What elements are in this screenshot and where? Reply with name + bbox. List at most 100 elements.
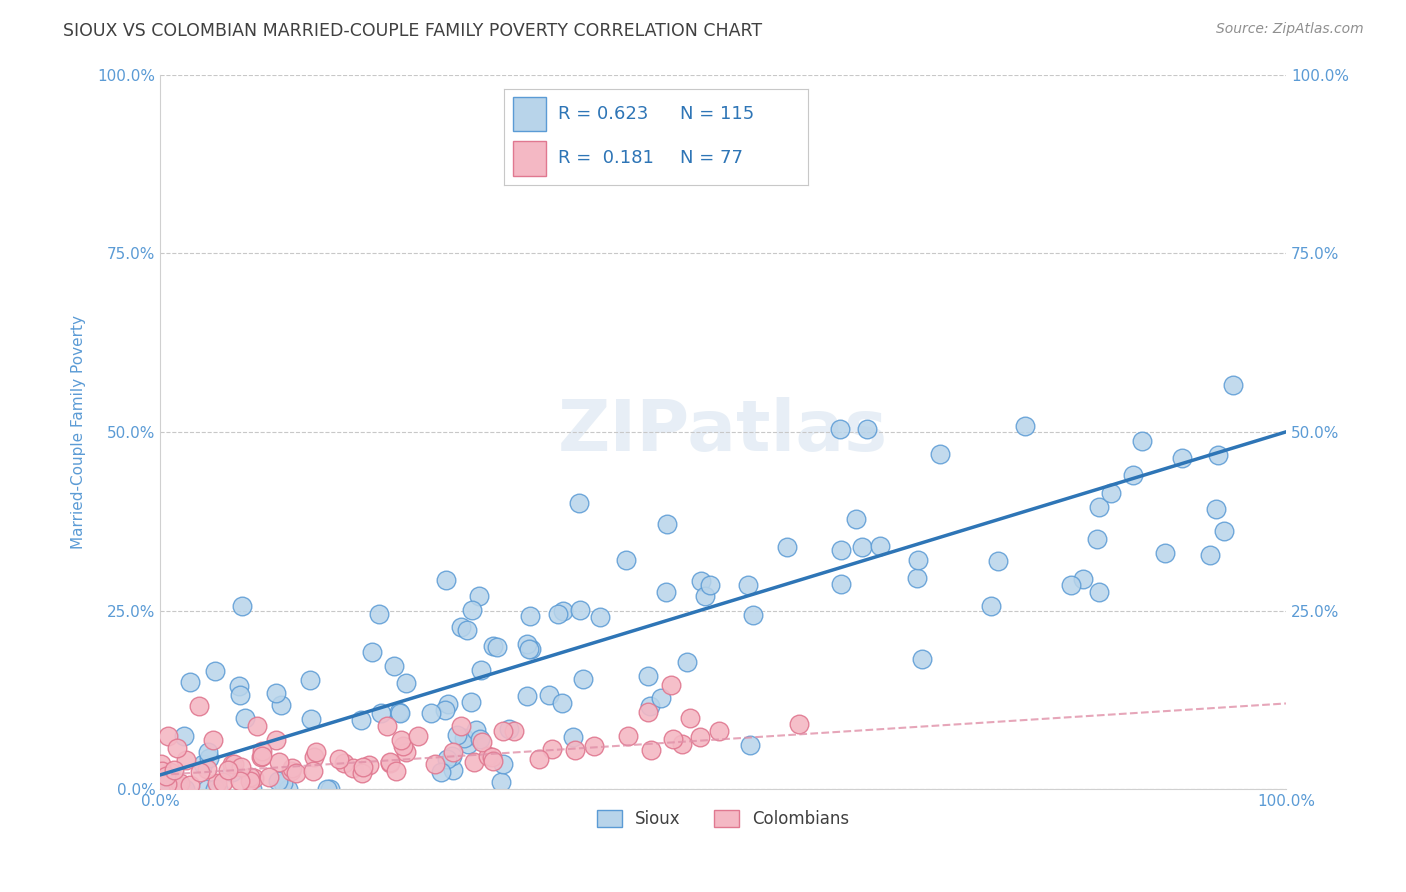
Point bbox=[637, 669, 659, 683]
Point bbox=[249, 749, 271, 764]
Point bbox=[302, 764, 325, 778]
Point bbox=[437, 697, 460, 711]
Point bbox=[693, 589, 716, 603]
Point bbox=[519, 609, 541, 624]
Point bbox=[299, 673, 322, 687]
Point bbox=[465, 723, 488, 738]
Point bbox=[830, 542, 852, 557]
Point bbox=[1014, 419, 1036, 434]
Point bbox=[425, 756, 447, 771]
Point bbox=[342, 761, 364, 775]
Point bbox=[169, 775, 191, 789]
Point bbox=[616, 729, 638, 743]
Point bbox=[662, 732, 685, 747]
Point bbox=[305, 745, 328, 759]
Point bbox=[460, 696, 482, 710]
Point bbox=[689, 730, 711, 744]
Point bbox=[468, 732, 491, 747]
Point bbox=[388, 706, 411, 721]
Point bbox=[690, 574, 713, 588]
Point bbox=[461, 603, 484, 617]
Point bbox=[856, 422, 879, 436]
Point bbox=[568, 496, 591, 510]
Point bbox=[257, 770, 280, 784]
Point bbox=[280, 762, 302, 776]
Point bbox=[869, 539, 891, 553]
Point bbox=[328, 752, 350, 766]
Point bbox=[434, 573, 457, 587]
Point bbox=[389, 733, 412, 747]
Point bbox=[441, 749, 464, 764]
Point bbox=[1206, 448, 1229, 462]
Point bbox=[640, 743, 662, 757]
Point bbox=[541, 742, 564, 756]
Point bbox=[433, 703, 456, 717]
Point bbox=[299, 712, 322, 726]
Point bbox=[463, 755, 485, 769]
Point bbox=[333, 756, 356, 770]
Point bbox=[173, 729, 195, 743]
Point bbox=[197, 746, 219, 760]
Point bbox=[470, 664, 492, 678]
Point bbox=[614, 553, 637, 567]
Text: ZIPatlas: ZIPatlas bbox=[558, 397, 889, 467]
Point bbox=[1085, 532, 1108, 546]
Point bbox=[395, 675, 418, 690]
Legend: Sioux, Colombians: Sioux, Colombians bbox=[591, 803, 856, 835]
Point bbox=[166, 740, 188, 755]
Point bbox=[1099, 485, 1122, 500]
Point bbox=[395, 745, 418, 759]
Point bbox=[231, 599, 253, 614]
Point bbox=[845, 512, 868, 526]
Point bbox=[738, 738, 761, 752]
Point bbox=[273, 776, 295, 790]
Point bbox=[157, 730, 180, 744]
Point bbox=[481, 639, 503, 653]
Point bbox=[240, 782, 263, 797]
Point bbox=[907, 552, 929, 566]
Point bbox=[568, 603, 591, 617]
Point bbox=[316, 782, 339, 797]
Point bbox=[1154, 546, 1177, 560]
Point bbox=[1130, 434, 1153, 448]
Point bbox=[564, 743, 586, 757]
Point bbox=[503, 723, 526, 738]
Point bbox=[516, 636, 538, 650]
Point bbox=[217, 763, 239, 777]
Point bbox=[707, 724, 730, 739]
Point bbox=[350, 714, 373, 728]
Point bbox=[516, 690, 538, 704]
Point bbox=[163, 763, 186, 777]
Point bbox=[150, 756, 173, 771]
Point bbox=[471, 735, 494, 749]
Point bbox=[205, 776, 228, 790]
Point bbox=[239, 774, 262, 789]
Point bbox=[419, 706, 441, 720]
Point bbox=[392, 739, 415, 754]
Point bbox=[443, 745, 465, 759]
Point bbox=[174, 753, 197, 767]
Y-axis label: Married-Couple Family Poverty: Married-Couple Family Poverty bbox=[72, 315, 86, 549]
Point bbox=[212, 774, 235, 789]
Point bbox=[481, 750, 503, 764]
Point bbox=[198, 751, 221, 765]
Point bbox=[228, 689, 250, 703]
Point bbox=[243, 771, 266, 785]
Point bbox=[928, 447, 950, 461]
Point bbox=[153, 782, 176, 797]
Point bbox=[179, 778, 201, 792]
Point bbox=[150, 764, 173, 779]
Point bbox=[204, 782, 226, 797]
Point bbox=[368, 607, 391, 621]
Point bbox=[492, 756, 515, 771]
Point bbox=[246, 719, 269, 733]
Point bbox=[319, 782, 342, 797]
Point bbox=[492, 723, 515, 738]
Point bbox=[776, 540, 799, 554]
Point bbox=[228, 679, 250, 693]
Point bbox=[436, 752, 458, 766]
Point bbox=[375, 719, 398, 733]
Point bbox=[553, 604, 575, 618]
Point bbox=[911, 652, 934, 666]
Point bbox=[429, 765, 451, 780]
